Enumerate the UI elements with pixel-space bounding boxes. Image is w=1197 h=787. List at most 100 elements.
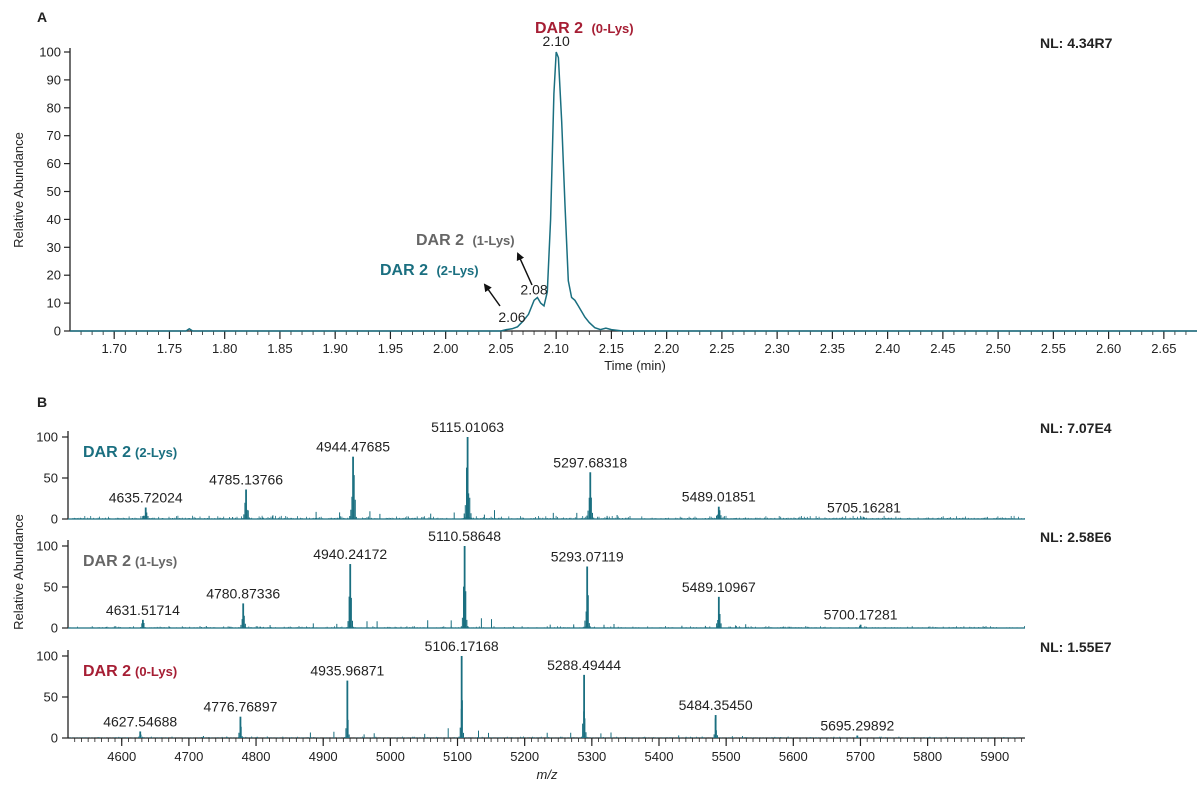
panel-b-xtick-label: 5600	[779, 749, 808, 764]
spectrum-2: 0 50 100 4627.54688 4776.76897 4935.96871 5106…	[36, 638, 1112, 746]
panel-b-xtick-label: 4700	[174, 749, 203, 764]
spectrum-peak: 4935.96871	[310, 663, 385, 738]
panel-a-ytick-label: 50	[47, 184, 61, 199]
panel-b-xtick-label: 5700	[846, 749, 875, 764]
spectrum-peak: 5115.01063	[431, 419, 504, 519]
panel-a-xtick-label: 2.30	[764, 341, 789, 356]
panel-a-xtick-label: 1.90	[323, 341, 348, 356]
panel-b-xtick-label: 5900	[980, 749, 1009, 764]
panel-a-ytick-label: 30	[47, 240, 61, 255]
spectrum-peak: 5700.17281	[824, 607, 898, 628]
spectrum-name: DAR 2 (0-Lys)	[83, 663, 177, 680]
panel-a-xtick-label: 2.20	[654, 341, 679, 356]
panel-a-xtick-label: 2.65	[1151, 341, 1176, 356]
spectrum-peak-label: 5110.58648	[428, 528, 501, 544]
spectrum-peak-label: 5489.10967	[682, 579, 756, 595]
annotation-dar2-2lys: DAR 2 (2-Lys)	[380, 262, 479, 279]
spectrum-peak-label: 4635.72024	[109, 490, 183, 506]
spectrum-name-suffix: (0-Lys)	[135, 664, 177, 679]
panel-a-xtick-label: 2.15	[599, 341, 624, 356]
spectrum-peak-cluster	[348, 475, 359, 519]
panel-a-xtick-label: 2.00	[433, 341, 458, 356]
spectrum-ytick-label: 0	[51, 621, 58, 636]
spectrum-ytick-label: 50	[44, 690, 58, 705]
spectrum-name: DAR 2 (2-Lys)	[83, 444, 177, 461]
panel-a-xtick-label: 2.35	[820, 341, 845, 356]
panel-a-xtick-label: 1.95	[378, 341, 403, 356]
spectrum-peak-label: 4944.47685	[316, 439, 390, 455]
spectrum-0: 0 50 100 4635.72024 4785.13766 4944.47685 5115…	[36, 419, 1112, 527]
spectrum-peak-cluster	[860, 518, 868, 519]
panel-b-xlabel: m/z	[537, 767, 558, 782]
spectrum-ytick-label: 50	[44, 580, 58, 595]
spectrum-name-prefix: DAR 2	[83, 553, 131, 570]
spectrum-peak-label: 4935.96871	[310, 663, 384, 679]
spectrum-peak-cluster	[462, 443, 473, 519]
panel-a-peak-label: 2.06	[498, 309, 525, 325]
spectrum-peak-label: 5106.17168	[425, 638, 499, 654]
panel-a-ylabel: Relative Abundance	[11, 132, 26, 248]
spectrum-peak-label: 4780.87336	[206, 585, 280, 601]
panel-a-ytick-label: 10	[47, 296, 61, 311]
spectrum-peak: 5489.01851	[682, 489, 756, 519]
panel-a-ytick-label: 20	[47, 268, 61, 283]
spectrum-ytick-label: 100	[36, 430, 58, 445]
annotation-dar2-2lys-prefix: DAR 2	[380, 262, 428, 279]
panel-b-xtick-label: 5400	[645, 749, 674, 764]
panel-a-ytick-label: 40	[47, 212, 61, 227]
panel-a-xtick-label: 2.45	[930, 341, 955, 356]
spectrum-peak-label: 5489.01851	[682, 489, 756, 505]
annotation-dar2-0lys: DAR 2 (0-Lys)	[535, 20, 634, 37]
spectrum-peak: 5489.10967	[682, 579, 756, 628]
spectrum-peak-label: 5293.07119	[551, 549, 624, 565]
spectrum-name: DAR 2 (1-Lys)	[83, 553, 177, 570]
annotation-dar2-0lys-suffix: (0-Lys)	[591, 21, 633, 36]
spectrum-peak-label: 4940.24172	[313, 546, 387, 562]
spectrum-peak-label: 4776.76897	[203, 699, 277, 715]
panel-a-ytick-label: 100	[39, 45, 61, 60]
arrow-1lys	[516, 252, 533, 286]
spectrum-name-prefix: DAR 2	[83, 444, 131, 461]
panel-b-xtick-label: 4800	[242, 749, 271, 764]
spectrum-ytick-label: 100	[36, 539, 58, 554]
spectrum-peak: 5288.49444	[547, 657, 621, 738]
spectrum-peak-cluster	[140, 509, 151, 519]
spectrum-peak: 4635.72024	[109, 490, 183, 519]
panel-a-label: A	[37, 9, 47, 25]
spectrum-peak: 5110.58648	[428, 528, 501, 628]
arrow-2lys	[483, 283, 501, 307]
spectrum-ytick-label: 50	[44, 471, 58, 486]
panel-b-xtick-label: 4900	[309, 749, 338, 764]
spectrum-peak: 4785.13766	[209, 471, 283, 519]
panel-a-xtick-label: 2.10	[544, 341, 569, 356]
spectrum-peak-label: 5115.01063	[431, 419, 504, 435]
panel-a-xtick-label: 2.05	[488, 341, 513, 356]
panel-a-chromatogram: 0 10 20 30 40 50 60 70 80 90 100 1.70 1.75 1.80 1.85 1.…	[39, 33, 1197, 356]
spectrum-peak: 5705.16281	[827, 499, 901, 519]
panel-a-ytick-label: 70	[47, 128, 61, 143]
spectrum-peak-label: 5705.16281	[827, 499, 901, 515]
panel-a-ytick-label: 0	[54, 324, 61, 339]
spectrum-peak: 4627.54688	[103, 713, 177, 738]
panel-b-spectra: 0 50 100 4635.72024 4785.13766 4944.47685 5115…	[36, 419, 1112, 764]
spectrum-1: 0 50 100 4631.51714 4780.87336 4940.24172 5110…	[36, 528, 1112, 636]
spectrum-peak-label: 5695.29892	[820, 718, 894, 734]
panel-b-xtick-label: 5300	[577, 749, 606, 764]
spectrum-peak: 5484.35450	[679, 697, 753, 738]
spectrum-peak-cluster	[241, 494, 252, 519]
annotation-dar2-2lys-suffix: (2-Lys)	[436, 263, 478, 278]
panel-b-xtick-label: 5500	[712, 749, 741, 764]
spectrum-peak-cluster	[713, 510, 724, 519]
panel-a-xlabel: Time (min)	[604, 358, 666, 373]
annotation-dar2-1lys-prefix: DAR 2	[416, 232, 464, 249]
panel-a-ytick-label: 80	[47, 100, 61, 115]
spectrum-name-prefix: DAR 2	[83, 663, 131, 680]
panel-b-xtick-label: 5800	[913, 749, 942, 764]
spectrum-side-peaks	[105, 618, 888, 628]
spectrum-noise	[69, 626, 1025, 628]
panel-b-label: B	[37, 394, 47, 410]
panel-a-ytick-label: 90	[47, 72, 61, 87]
annotation-dar2-1lys-suffix: (1-Lys)	[472, 233, 514, 248]
annotation-dar2-0lys-prefix: DAR 2	[535, 20, 583, 37]
spectrum-peak: 4940.24172	[313, 546, 387, 628]
